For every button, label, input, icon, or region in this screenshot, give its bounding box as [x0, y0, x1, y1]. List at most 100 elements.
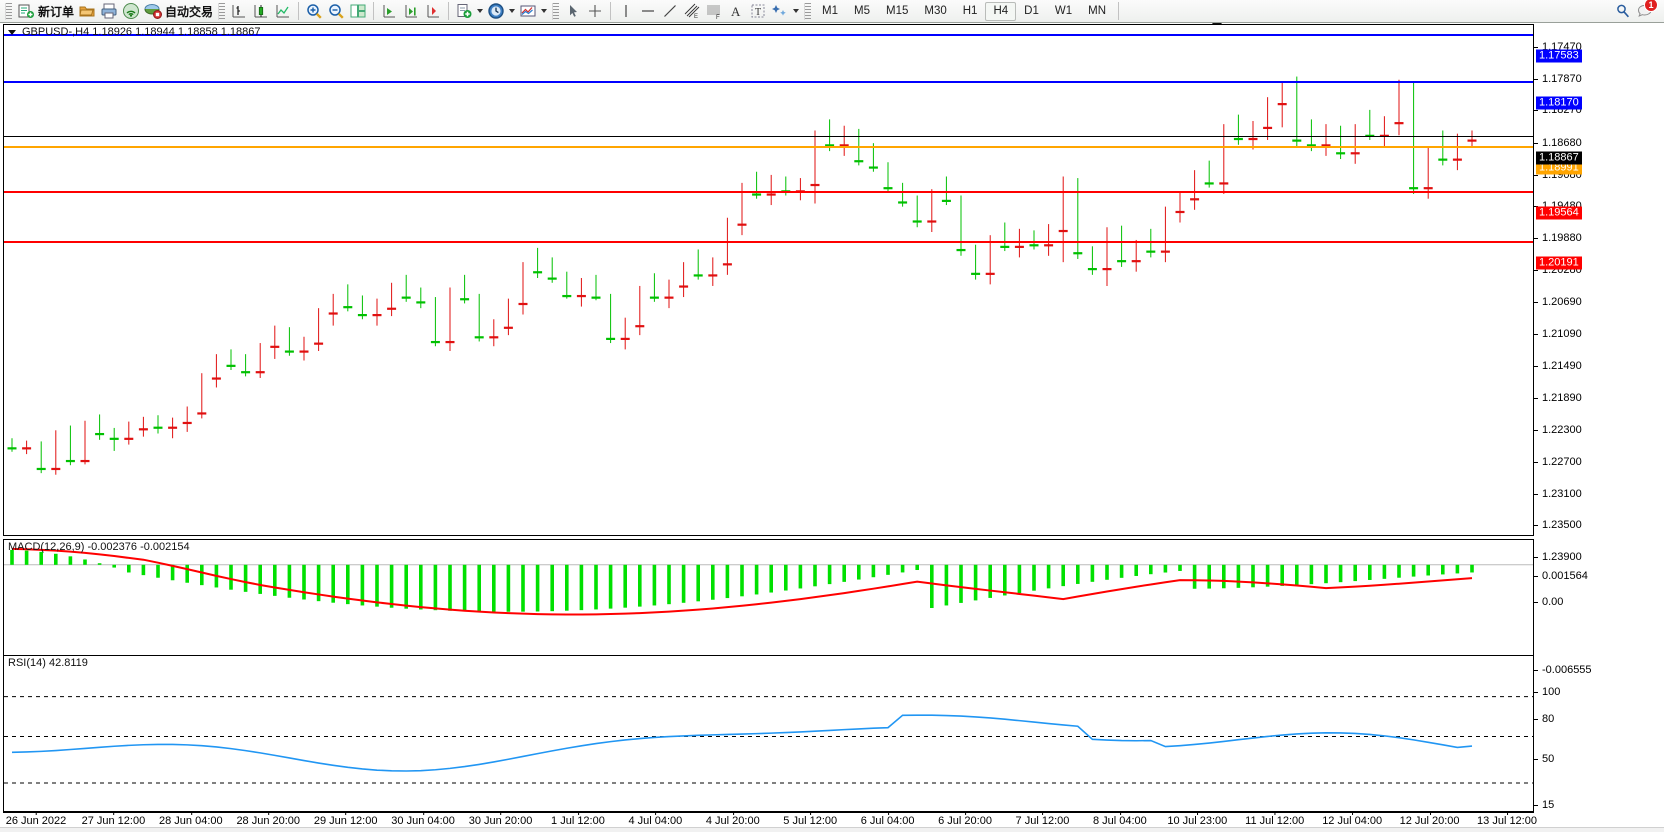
rsi-label: RSI(14) 42.8119: [8, 657, 88, 669]
chevron-down-icon-4[interactable]: [793, 9, 799, 13]
text-label-button[interactable]: T: [747, 1, 769, 22]
objects-button[interactable]: [769, 1, 801, 22]
chat-badge: 1: [1644, 0, 1658, 12]
macd-label: MACD(12,26,9) -0.002376 -0.002154: [8, 541, 190, 553]
toolbar-grip-4[interactable]: [804, 3, 811, 20]
price-tick: 1.23500: [1534, 519, 1582, 531]
time-tick: 4 Jul 04:00: [628, 815, 682, 827]
line-chart-button[interactable]: [272, 1, 294, 22]
templates-button[interactable]: [517, 1, 549, 22]
price-level-label-resistance[interactable]: 1.20191: [1536, 256, 1582, 269]
toolbar-grip[interactable]: [5, 3, 12, 20]
tab-timeframe-m5[interactable]: M5: [846, 2, 878, 21]
chevron-down-icon-chart[interactable]: [8, 30, 16, 35]
chevron-down-icon[interactable]: [477, 9, 483, 13]
add-indicator-button[interactable]: [453, 1, 485, 22]
time-tick: 6 Jul 04:00: [861, 815, 915, 827]
shift-end-button[interactable]: [400, 1, 422, 22]
crosshair-button[interactable]: [584, 1, 606, 22]
zoom-in-button[interactable]: [303, 1, 325, 22]
printer-button[interactable]: [98, 1, 120, 22]
chart-area[interactable]: GBPUSD-,H4 1.18926 1.18944 1.18858 1.188…: [0, 23, 1664, 832]
price-level-line-1[interactable]: [4, 191, 1533, 193]
folder-button[interactable]: [76, 1, 98, 22]
bar-chart-button[interactable]: [228, 1, 250, 22]
price-tick: 1.17870: [1534, 73, 1582, 85]
zoom-out-icon: [327, 2, 345, 20]
search-button[interactable]: [1612, 1, 1634, 22]
rsi-tick: 100: [1534, 686, 1560, 698]
candlestick-chart-button[interactable]: [250, 1, 272, 22]
period-clock-icon: [487, 2, 505, 20]
price-level-line-2[interactable]: [4, 146, 1533, 148]
trendline-button[interactable]: [659, 1, 681, 22]
tab-timeframe-h4[interactable]: H4: [985, 2, 1016, 21]
chevron-down-icon-3[interactable]: [541, 9, 547, 13]
rsi-tick: 15: [1534, 799, 1554, 811]
chat-button[interactable]: 1: [1634, 1, 1656, 22]
price-level-label-last-price[interactable]: 1.18867: [1536, 151, 1582, 164]
search-icon: [1614, 2, 1632, 20]
price-tick: 1.22700: [1534, 456, 1582, 468]
tab-timeframe-d1[interactable]: D1: [1016, 2, 1047, 21]
tab-timeframe-w1[interactable]: W1: [1047, 2, 1080, 21]
time-tick: 30 Jun 20:00: [469, 815, 533, 827]
chart-symbol-header: GBPUSD-,H4 1.18926 1.18944 1.18858 1.188…: [8, 26, 261, 38]
time-tick: 10 Jul 23:00: [1167, 815, 1227, 827]
new-order-button[interactable]: 新订单: [15, 1, 76, 22]
shift-start-button[interactable]: [378, 1, 400, 22]
price-level-line-3[interactable]: [4, 136, 1533, 137]
vertical-line-button[interactable]: [615, 1, 637, 22]
tab-timeframe-h1[interactable]: H1: [955, 2, 986, 21]
cursor-button[interactable]: [562, 1, 584, 22]
toolbar-separator-5: [1118, 2, 1119, 20]
horizontal-line-button[interactable]: [637, 1, 659, 22]
macd-pane[interactable]: MACD(12,26,9) -0.002376 -0.002154: [3, 539, 1534, 657]
toolbar-separator-4: [610, 2, 611, 20]
tab-timeframe-m30[interactable]: M30: [916, 2, 954, 21]
tile-windows-button[interactable]: [347, 1, 369, 22]
tab-timeframe-m15[interactable]: M15: [878, 2, 916, 21]
price-level-line-4[interactable]: [4, 81, 1533, 83]
time-tick: 6 Jul 20:00: [938, 815, 992, 827]
rsi-pane[interactable]: RSI(14) 42.8119: [3, 655, 1534, 812]
macd-plot: [4, 540, 1534, 656]
toolbar-grip-2[interactable]: [218, 3, 225, 20]
time-tick: 12 Jul 04:00: [1322, 815, 1382, 827]
price-pane[interactable]: GBPUSD-,H4 1.18926 1.18944 1.18858 1.188…: [3, 24, 1534, 536]
objects-icon: [771, 2, 789, 20]
templates-icon: [519, 2, 537, 20]
price-tick: 1.18680: [1534, 137, 1582, 149]
time-tick: 4 Jul 20:00: [706, 815, 760, 827]
zoom-out-button[interactable]: [325, 1, 347, 22]
network-button[interactable]: [120, 1, 142, 22]
price-level-label-resistance[interactable]: 1.19564: [1536, 207, 1582, 220]
tab-timeframe-m1[interactable]: M1: [814, 2, 846, 21]
price-level-label-support[interactable]: 1.18170: [1536, 96, 1582, 109]
price-level-line-0[interactable]: [4, 241, 1533, 243]
equidistant-channel-button[interactable]: E: [681, 1, 703, 22]
autoscroll-button[interactable]: [422, 1, 444, 22]
toolbar-grip-3[interactable]: [552, 3, 559, 20]
trendline-icon: [661, 2, 679, 20]
text-button[interactable]: A: [725, 1, 747, 22]
chevron-down-icon-2[interactable]: [509, 9, 515, 13]
fibonacci-button[interactable]: F: [703, 1, 725, 22]
price-tick: 1.21090: [1534, 328, 1582, 340]
price-level-label-support[interactable]: 1.17583: [1536, 49, 1582, 62]
autotrading-button[interactable]: 自动交易: [142, 1, 215, 22]
time-tick: 26 Jun 2022: [6, 815, 67, 827]
crosshair-icon: [586, 2, 604, 20]
chat-icon: 1: [1636, 2, 1654, 20]
toolbar-separator-3: [448, 2, 449, 20]
time-tick: 28 Jun 04:00: [159, 815, 223, 827]
period-button[interactable]: [485, 1, 517, 22]
svg-text:A: A: [731, 4, 741, 19]
time-tick: 27 Jun 12:00: [82, 815, 146, 827]
tab-timeframe-mn[interactable]: MN: [1080, 2, 1114, 21]
add-indicator-icon: [455, 2, 473, 20]
price-tick: 1.19880: [1534, 232, 1582, 244]
